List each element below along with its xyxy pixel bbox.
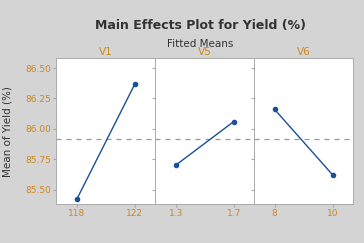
Text: V5: V5 <box>198 47 211 57</box>
Text: Fitted Means: Fitted Means <box>167 39 233 49</box>
Text: Mean of Yield (%): Mean of Yield (%) <box>2 86 12 177</box>
Text: V6: V6 <box>297 47 310 57</box>
Text: V1: V1 <box>99 47 113 57</box>
Text: Main Effects Plot for Yield (%): Main Effects Plot for Yield (%) <box>95 19 306 32</box>
